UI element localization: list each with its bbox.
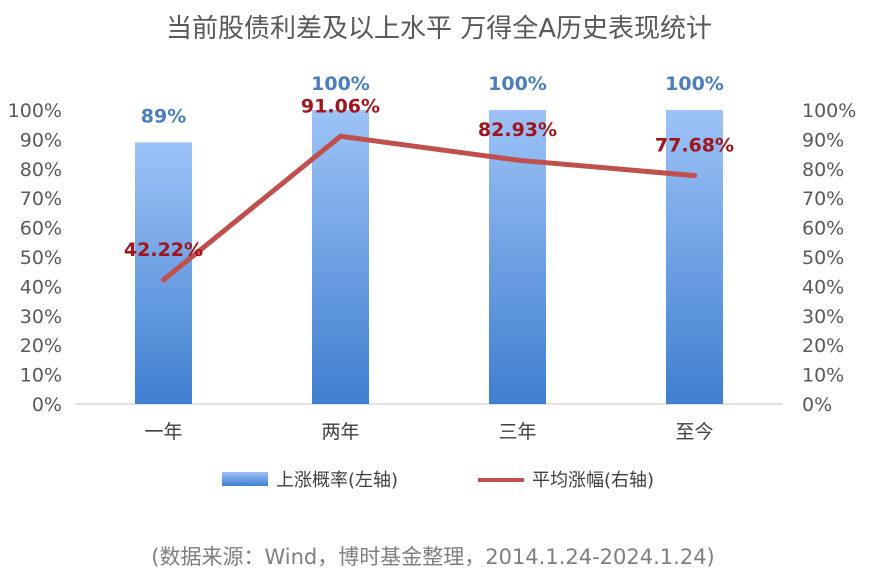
x-tick-label: 一年 — [144, 421, 182, 443]
x-tick-label: 三年 — [498, 421, 536, 443]
right-tick-label: 100% — [802, 100, 856, 122]
bar-series: 89% 100% 100% 100% — [135, 73, 724, 404]
legend-line-label: 平均涨幅(右轴) — [532, 470, 654, 491]
bar — [666, 110, 723, 404]
x-tick-label: 至今 — [675, 421, 713, 443]
right-tick-label: 20% — [802, 335, 844, 357]
right-axis: 0% 10% 20% 30% 40% 50% 60% 70% 80% 90% 100% — [802, 100, 856, 416]
right-tick-label: 50% — [802, 247, 844, 269]
line-point — [515, 157, 520, 163]
bar-data-label: 100% — [311, 73, 370, 95]
line-data-label: 82.93% — [478, 119, 557, 141]
right-tick-label: 80% — [802, 159, 844, 181]
source-note: (数据来源：Wind，博时基金整理，2014.1.24-2024.1.24) — [151, 545, 715, 569]
right-tick-label: 30% — [802, 306, 844, 328]
x-tick-label: 两年 — [321, 421, 359, 443]
right-tick-label: 40% — [802, 276, 844, 298]
left-tick-label: 70% — [20, 188, 62, 210]
left-tick-label: 20% — [20, 335, 62, 357]
left-tick-label: 60% — [20, 218, 62, 240]
left-tick-label: 0% — [32, 394, 62, 416]
line-data-label: 77.68% — [655, 135, 734, 157]
bar — [312, 110, 369, 404]
bar-data-label: 100% — [488, 73, 547, 95]
line-point — [338, 133, 343, 139]
left-tick-label: 100% — [8, 100, 62, 122]
chart-title: 当前股债利差及以上水平 万得全A历史表现统计 — [166, 14, 712, 44]
bar-data-label: 100% — [665, 73, 724, 95]
left-tick-label: 10% — [20, 365, 62, 387]
right-tick-label: 90% — [802, 129, 844, 151]
legend-bar-swatch — [222, 472, 268, 486]
right-tick-label: 70% — [802, 188, 844, 210]
line-point — [161, 277, 166, 283]
line-data-label: 91.06% — [301, 95, 380, 117]
right-tick-label: 0% — [802, 394, 832, 416]
line-point — [692, 173, 697, 179]
bar — [489, 110, 546, 404]
bar — [135, 142, 192, 404]
line-path — [161, 133, 697, 283]
legend-bar-label: 上涨概率(左轴) — [276, 470, 398, 491]
x-axis: 一年 两年 三年 至今 — [144, 421, 713, 443]
right-tick-label: 10% — [802, 365, 844, 387]
bar-data-label: 89% — [141, 105, 186, 127]
legend: 上涨概率(左轴) 平均涨幅(右轴) — [222, 470, 654, 491]
right-tick-label: 60% — [802, 218, 844, 240]
left-tick-label: 30% — [20, 306, 62, 328]
left-tick-label: 90% — [20, 129, 62, 151]
line-data-label: 42.22% — [124, 239, 203, 261]
left-tick-label: 50% — [20, 247, 62, 269]
left-tick-label: 40% — [20, 276, 62, 298]
left-axis: 0% 10% 20% 30% 40% 50% 60% 70% 80% 90% 100% — [8, 100, 62, 416]
line-series: 42.22% 91.06% 82.93% 77.68% — [124, 95, 734, 283]
left-tick-label: 80% — [20, 159, 62, 181]
